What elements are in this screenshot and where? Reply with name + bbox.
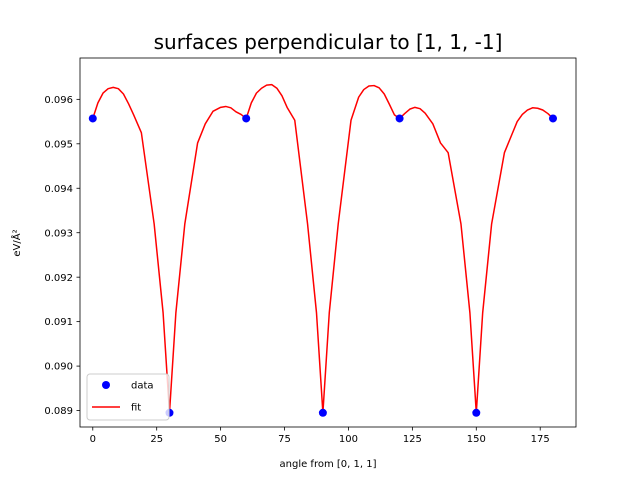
- y-axis-label: eV/Å²: [10, 229, 23, 256]
- x-tick-label: 125: [403, 434, 422, 445]
- y-tick-label: 0.095: [44, 139, 73, 150]
- y-tick-label: 0.093: [44, 228, 73, 239]
- x-tick-label: 150: [467, 434, 486, 445]
- data-point: [472, 408, 481, 417]
- x-tick-label: 0: [90, 434, 96, 445]
- x-tick-label: 25: [150, 434, 163, 445]
- data-point: [395, 114, 404, 123]
- data-point: [242, 114, 251, 123]
- y-tick-label: 0.094: [44, 184, 73, 195]
- y-tick-label: 0.090: [44, 362, 73, 373]
- x-tick-label: 50: [214, 434, 227, 445]
- legend-box: [86, 373, 170, 421]
- legend-label-fit: fit: [131, 403, 141, 414]
- legend: data fit: [86, 373, 170, 421]
- y-axis: 0.089 0.090 0.091 0.092 0.093 0.094 0.095 0.096: [44, 95, 80, 417]
- legend-marker-data: [102, 381, 110, 389]
- x-tick-label: 175: [531, 434, 550, 445]
- data-point: [88, 114, 97, 123]
- data-point: [548, 114, 557, 123]
- legend-label-data: data: [131, 381, 154, 392]
- y-tick-label: 0.091: [44, 317, 73, 328]
- data-point: [318, 408, 327, 417]
- y-tick-label: 0.096: [44, 95, 73, 106]
- x-tick-label: 75: [278, 434, 291, 445]
- y-tick-label: 0.092: [44, 273, 73, 284]
- x-axis: 0 25 50 75 100 125 150 175: [90, 427, 550, 445]
- x-axis-label: angle from [0, 1, 1]: [280, 459, 377, 470]
- y-tick-label: 0.089: [44, 406, 73, 417]
- chart-title: surfaces perpendicular to [1, 1, -1]: [154, 30, 503, 54]
- plot-frame: [79, 57, 577, 428]
- x-tick-label: 100: [339, 434, 358, 445]
